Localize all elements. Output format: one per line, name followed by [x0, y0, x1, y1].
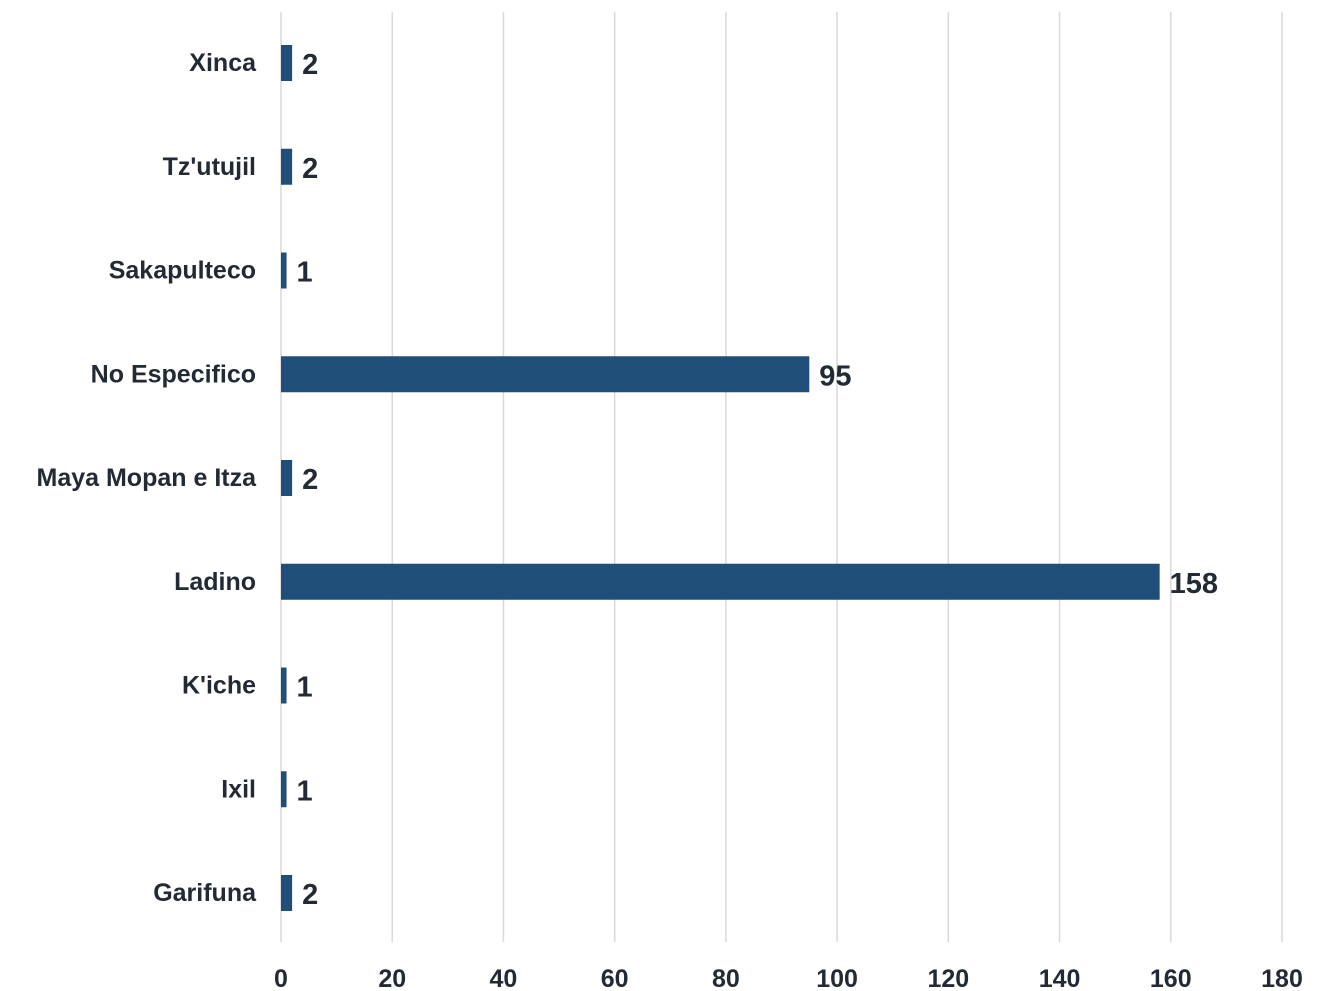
category-label: No Especifico — [91, 360, 256, 388]
data-label: 95 — [819, 360, 851, 392]
category-label: Sakapulteco — [109, 257, 256, 285]
category-labels: Xinca Tz'utujil Sakapulteco No Especifico Ma… — [37, 49, 258, 907]
x-tick-label: 40 — [490, 965, 518, 991]
data-label: 2 — [302, 49, 318, 81]
data-label: 1 — [297, 257, 313, 289]
bar — [281, 252, 287, 289]
category-label: Garifuna — [153, 879, 257, 907]
bar — [281, 563, 1160, 600]
data-label: 1 — [297, 672, 313, 704]
x-tick-label: 140 — [1039, 965, 1081, 991]
data-label: 158 — [1170, 568, 1218, 600]
category-label: Maya Mopan e Itza — [37, 464, 258, 492]
x-axis-ticks: 0 20 40 60 80 100 120 140 160 180 — [274, 965, 1303, 991]
gridlines — [280, 12, 1283, 942]
x-tick-label: 60 — [601, 965, 629, 991]
x-tick-label: 160 — [1150, 965, 1192, 991]
bar — [281, 667, 287, 704]
category-label: Xinca — [189, 49, 257, 77]
x-tick-label: 120 — [927, 965, 969, 991]
x-tick-label: 100 — [816, 965, 858, 991]
category-label: Ladino — [174, 568, 256, 596]
data-label: 2 — [302, 464, 318, 496]
bar — [281, 356, 810, 393]
bar — [281, 771, 287, 808]
data-label: 2 — [302, 879, 318, 911]
x-tick-label: 20 — [378, 965, 406, 991]
bar — [281, 148, 293, 185]
bar — [281, 875, 293, 911]
category-label: Tz'utujil — [163, 153, 256, 181]
data-label: 1 — [297, 775, 313, 807]
category-label: Ixil — [221, 775, 256, 803]
data-label: 2 — [302, 153, 318, 185]
x-tick-label: 180 — [1261, 965, 1303, 991]
bar — [281, 45, 293, 81]
x-tick-label: 80 — [712, 965, 740, 991]
x-tick-label: 0 — [274, 965, 288, 991]
category-label: K'iche — [182, 672, 256, 700]
bar — [281, 460, 293, 496]
bars — [281, 45, 1160, 911]
data-labels: 2 2 1 95 2 158 1 1 2 — [297, 49, 1218, 911]
